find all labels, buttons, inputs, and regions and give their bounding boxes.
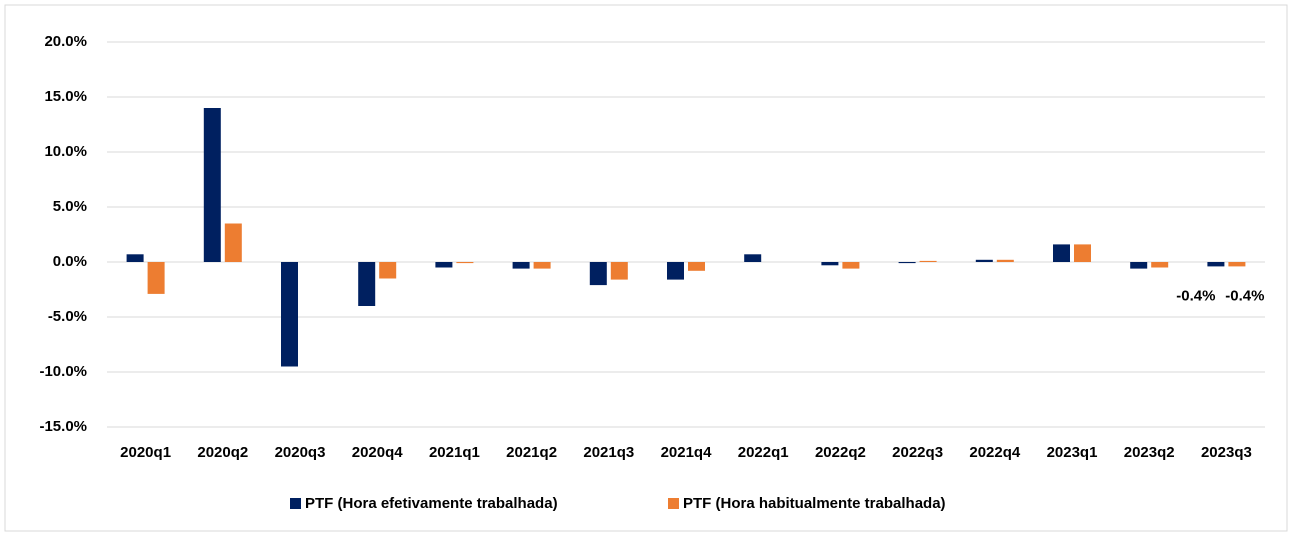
bar <box>996 259 1014 262</box>
bar <box>842 262 860 269</box>
bar <box>975 259 993 262</box>
x-tick-label: 2023q2 <box>1124 444 1175 461</box>
bar <box>610 262 628 280</box>
y-tick-label: -10.0% <box>39 363 87 380</box>
x-tick-label: 2020q3 <box>275 444 326 461</box>
x-tick-label: 2021q3 <box>583 444 634 461</box>
bar <box>512 262 530 269</box>
bar <box>1130 262 1148 269</box>
x-tick-label: 2021q1 <box>429 444 480 461</box>
bar <box>281 262 298 367</box>
y-tick-label: 5.0% <box>53 198 87 215</box>
bar <box>147 262 165 294</box>
bar <box>1228 262 1246 267</box>
legend-label: PTF (Hora habitualmente trabalhada) <box>683 495 946 512</box>
bar <box>898 262 916 264</box>
y-tick-label: 20.0% <box>44 33 87 50</box>
x-tick-label: 2022q2 <box>815 444 866 461</box>
bar <box>744 254 762 262</box>
x-tick-label: 2022q1 <box>738 444 789 461</box>
x-tick-label: 2021q4 <box>661 444 713 461</box>
bar <box>203 108 221 262</box>
x-tick-label: 2020q2 <box>197 444 248 461</box>
x-tick-label: 2023q1 <box>1047 444 1098 461</box>
bar <box>224 223 242 262</box>
bar <box>667 262 684 280</box>
x-tick-label: 2023q3 <box>1201 444 1252 461</box>
bar <box>533 262 551 269</box>
y-tick-label: -5.0% <box>48 308 87 325</box>
legend-swatch <box>668 498 679 509</box>
bar <box>435 262 453 268</box>
bar <box>919 260 937 262</box>
bar <box>358 262 376 306</box>
x-tick-label: 2020q1 <box>120 444 171 461</box>
bar <box>379 262 397 279</box>
x-tick-label: 2020q4 <box>352 444 404 461</box>
x-tick-label: 2022q3 <box>892 444 943 461</box>
bar <box>589 262 607 286</box>
y-tick-label: -15.0% <box>39 418 87 435</box>
data-label: -0.4% <box>1176 287 1215 304</box>
x-tick-label: 2021q2 <box>506 444 557 461</box>
bar <box>1151 262 1169 268</box>
chart-border <box>4 4 1288 532</box>
bar <box>126 254 144 262</box>
y-tick-label: 0.0% <box>53 253 87 270</box>
bar <box>1207 262 1225 267</box>
y-tick-label: 15.0% <box>44 88 87 105</box>
x-tick-label: 2022q4 <box>969 444 1021 461</box>
legend-swatch <box>290 498 301 509</box>
data-label: -0.4% <box>1225 287 1264 304</box>
bar <box>821 262 839 266</box>
legend-label: PTF (Hora efetivamente trabalhada) <box>305 495 558 512</box>
bar <box>456 262 474 264</box>
y-tick-label: 10.0% <box>44 143 87 160</box>
bar <box>1053 244 1070 262</box>
bar <box>1074 244 1091 262</box>
bar <box>688 262 705 271</box>
